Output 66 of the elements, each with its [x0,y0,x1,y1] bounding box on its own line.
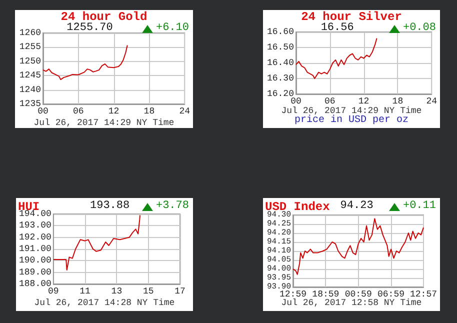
y-tick-label: 189.00 [19,267,52,278]
x-tick-label: 17 [174,286,186,296]
line-series [42,44,128,80]
y-tick-label: 1255 [19,42,41,52]
x-tick-label: 18:59 [312,290,340,300]
x-axis-title: Jul 26, 2017 14:29 NY Time [32,118,176,128]
y-tick-label: 16.50 [266,42,294,52]
chart-subtitle: 193.88 [90,200,130,212]
y-tick-label: 93.95 [266,274,292,282]
y-tick-label: 1250 [19,56,41,66]
chart-subtitle: 94.23 [340,200,374,212]
x-tick-label: 00 [290,96,302,106]
x-tick-label: 13 [111,286,122,296]
y-tick-label: 193.00 [19,220,52,231]
line-series [296,38,378,79]
x-axis-title: Jul 26, 2017 14:29 NY Time [280,106,423,116]
y-tick-label: 94.20 [266,228,292,238]
y-tick-label: 93.90 [266,282,292,292]
x-tick-label: 00:59 [344,290,372,300]
x-tick-label: 06 [72,106,84,116]
text: +0.11 [402,200,436,212]
x-tick-label: 12 [108,106,120,116]
x-tick-label: 15 [142,286,154,296]
x-axis-title: Jul 26, 2017 12:58 NY Time [280,298,423,308]
text: +3.78 [156,200,189,212]
y-tick-label: 94.15 [266,238,292,246]
y-tick-label: 192.00 [19,232,52,242]
chart-subtitle: 16.56 [320,22,354,34]
chart-title: 24 hour Silver [300,10,403,24]
x-tick-label: 24 [426,96,438,106]
x-tick-label: 06:59 [378,290,405,300]
x-tick-label: 18 [392,96,404,106]
y-tick-label: 16.40 [266,58,294,68]
x-tick-label: 06 [324,96,336,106]
y-tick-label: 188.00 [19,279,52,289]
y-tick-label: 16.20 [266,89,294,99]
text: price in USD per oz [293,115,410,126]
y-tick-label: 1235 [19,99,41,109]
y-tick-label: 94.10 [266,246,292,256]
x-tick-label: 09 [48,286,59,296]
y-tick-label: 94.05 [266,256,292,264]
x-tick-label: 00 [38,106,48,116]
chart-subtitle: 1255.70 [66,22,113,34]
x-tick-label: 12 [358,96,370,106]
y-tick-label: 190.00 [19,256,52,266]
y-tick-label: 94.00 [266,264,292,274]
y-tick-label: 1245 [19,70,41,81]
line-series [52,214,140,270]
x-tick-label: 12:57 [410,290,438,300]
y-tick-label: 1260 [19,28,41,38]
y-tick-label: 1240 [19,84,41,95]
y-tick-label: 16.60 [266,27,294,37]
x-tick-label: 18 [144,106,155,116]
y-tick-label: 94.30 [266,210,292,220]
annotation: +6.10 [156,22,189,34]
y-tick-label: 16.30 [266,74,294,84]
x-axis-title: Jul 26, 2017 14:28 NY Time [33,298,176,308]
y-tick-label: 191.00 [19,244,52,254]
x-tick-label: 11 [80,286,90,296]
annotation: +0.08 [402,22,436,34]
y-tick-label: 94.25 [266,220,292,228]
x-tick-label: 12:59 [279,290,307,300]
x-tick-label: 24 [179,106,190,116]
line-series [292,218,424,275]
chart-title: 24 hour Gold [60,10,148,24]
y-tick-label: 194.00 [19,209,52,219]
